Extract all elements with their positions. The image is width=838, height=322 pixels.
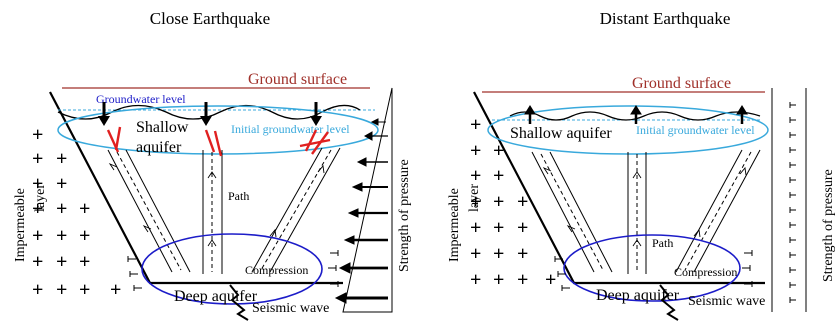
pressure-wedge [342,87,393,313]
svg-text:+: + [56,198,67,220]
svg-text:+: + [110,279,121,301]
svg-text:+: + [79,225,90,247]
svg-text:+: + [517,191,528,213]
seismic-wave-arrow [229,284,249,321]
svg-text:+: + [545,269,556,291]
ground-surface-label: Ground surface [632,75,731,92]
initial-level-label: Initial groundwater level [636,123,755,137]
compression-arrows-left [554,256,570,291]
compression-arrows-right [328,250,339,287]
svg-text:+: + [470,165,481,187]
svg-text:+: + [470,269,481,291]
seismic-wave-label: Seismic wave [252,301,329,316]
deep-aquifer-ellipse [563,234,741,302]
seismic-wave-arrow [659,284,679,321]
pressure-arrows [334,118,388,304]
seismic-wave-label: Seismic wave [688,294,765,309]
impermeable-layer-label-2: layer [33,184,48,212]
impermeable-plus-signs: + + + + + + + + + + + + + + + + + + [470,114,556,291]
svg-text:+: + [470,191,481,213]
svg-text:+: + [56,279,67,301]
path-label: Path [652,236,673,250]
compression-arrows-left [127,256,142,291]
impermeable-layer-label-2: layer [467,184,482,212]
deep-aquifer-label: Deep aquifer [174,288,258,305]
ground-surface-label: Ground surface [248,71,347,88]
impermeable-layer-label: Impermeable [447,188,462,262]
svg-text:+: + [493,243,504,265]
strength-of-pressure-label: Strength of pressure [821,169,836,282]
strength-of-pressure-label: Strength of pressure [397,159,412,272]
deep-aquifer-label: Deep aquifer [596,287,680,304]
shallow-aquifer-label: Shallow [136,119,189,136]
impermeable-plus-signs: + + + + + + + + + + + + + + + + + + [32,124,121,301]
svg-text:+: + [32,198,43,220]
svg-text:+: + [493,140,504,162]
compression-label: Compression [674,265,737,279]
groundwater-level-curve [509,111,761,121]
initial-level-label: Initial groundwater level [231,122,350,136]
panel-distant-earthquake: Distant Earthquake Ground surface Shallo… [447,9,836,321]
svg-text:+: + [32,279,43,301]
svg-text:+: + [517,269,528,291]
panel-title: Close Earthquake [150,9,270,28]
svg-text:+: + [470,217,481,239]
svg-text:+: + [32,124,43,146]
flow-paths [107,147,341,274]
shallow-aquifer-label: Shallow aquifer [510,125,612,142]
shallow-aquifer-label-2: aquifer [136,139,182,156]
svg-text:+: + [56,225,67,247]
svg-text:+: + [517,217,528,239]
svg-text:+: + [32,225,43,247]
panel-close-earthquake: Close Earthquake Ground surface Groundwa… [13,9,412,321]
svg-text:+: + [79,251,90,273]
svg-text:+: + [493,217,504,239]
svg-text:+: + [56,148,67,170]
svg-text:+: + [517,243,528,265]
path-label: Path [228,189,249,203]
svg-text:+: + [32,148,43,170]
deep-aquifer-ellipse [141,233,323,305]
svg-text:+: + [79,279,90,301]
panel-title: Distant Earthquake [600,9,731,28]
svg-text:+: + [32,173,43,195]
svg-text:+: + [470,140,481,162]
svg-text:+: + [493,269,504,291]
flow-paths [531,149,761,274]
svg-text:+: + [470,243,481,265]
basin-outline [49,91,343,285]
shallow-aquifer-ellipse [57,105,379,155]
groundwater-level-label: Groundwater level [96,92,186,106]
compression-arrows-right [742,250,753,287]
svg-text:+: + [493,191,504,213]
compression-label: Compression [245,263,308,277]
svg-text:+: + [32,251,43,273]
rise-arrows [524,105,748,124]
pressure-column [771,88,807,312]
svg-text:+: + [56,251,67,273]
svg-text:+: + [493,165,504,187]
broken-path-marks [106,126,331,157]
impermeable-layer-label: Impermeable [13,188,28,262]
flow-arrows [542,166,747,247]
drawdown-arrows [98,102,322,126]
svg-text:+: + [56,173,67,195]
svg-text:+: + [470,114,481,136]
flow-arrows [108,162,325,247]
svg-text:+: + [79,198,90,220]
